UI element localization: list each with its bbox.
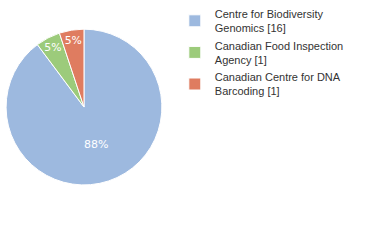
svg-text:88%: 88% (84, 138, 108, 151)
svg-text:Canadian Food InspectionAgency: Canadian Food InspectionAgency [1] (215, 40, 343, 66)
svg-text:Canadian Centre for DNABarcodi: Canadian Centre for DNABarcoding [1] (215, 71, 341, 97)
svg-text:5%: 5% (44, 41, 61, 54)
svg-text:5%: 5% (65, 34, 82, 47)
svg-text:Centre for BiodiversityGenomic: Centre for BiodiversityGenomics [16] (215, 8, 324, 34)
